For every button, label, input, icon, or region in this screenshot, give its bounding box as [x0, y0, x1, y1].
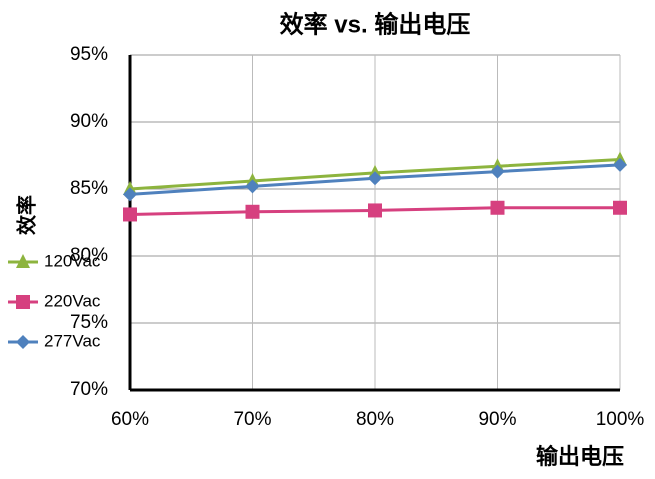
data-point [245, 204, 260, 219]
legend-marker [16, 335, 30, 349]
data-point [490, 200, 505, 215]
data-point [368, 203, 382, 218]
x-tick-label: 60% [111, 409, 149, 430]
x-axis-label: 输出电压 [536, 444, 624, 469]
legend-label: 220Vac [44, 291, 101, 310]
data-point [123, 207, 137, 222]
x-tick-label: 70% [233, 409, 271, 430]
data-point [368, 171, 382, 186]
legend-label: 120Vac [44, 251, 101, 270]
y-tick-label: 85% [70, 178, 108, 199]
legend-marker [16, 254, 30, 268]
data-point [245, 179, 260, 194]
data-point [490, 164, 505, 179]
data-point [613, 157, 627, 172]
y-tick-label: 70% [70, 379, 108, 400]
chart-title: 效率 vs. 输出电压 [280, 10, 471, 38]
x-tick-label: 90% [478, 409, 516, 430]
x-tick-label: 100% [596, 409, 645, 430]
y-tick-label: 95% [70, 44, 108, 65]
legend-label: 277Vac [44, 331, 101, 350]
data-point [613, 200, 627, 215]
x-tick-label: 80% [356, 409, 394, 430]
y-tick-label: 90% [70, 111, 108, 132]
y-tick-label: 80% [70, 245, 108, 266]
data-point [123, 187, 137, 202]
y-axis-label: 效率 [14, 195, 38, 235]
y-tick-label: 75% [70, 312, 108, 333]
legend-marker [16, 295, 30, 309]
